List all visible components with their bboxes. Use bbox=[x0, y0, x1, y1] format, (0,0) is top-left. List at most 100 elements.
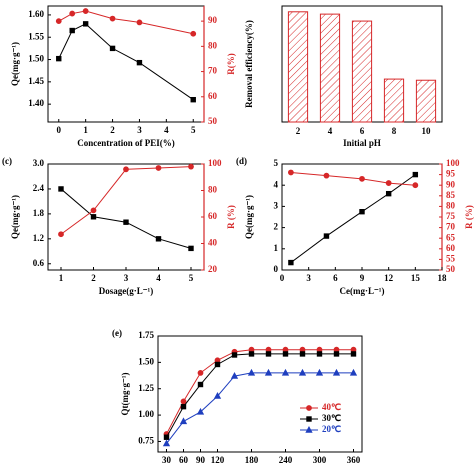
marker bbox=[282, 351, 289, 357]
series-line bbox=[58, 10, 194, 35]
panel-label: (d) bbox=[236, 156, 247, 166]
bar bbox=[319, 13, 341, 123]
marker bbox=[231, 352, 238, 358]
marker bbox=[109, 45, 116, 52]
x-tick-label: 0 bbox=[57, 125, 62, 135]
y-tick-label: 3 bbox=[274, 200, 279, 210]
y-axis-label: Qe(mg·g⁻¹) bbox=[244, 195, 254, 239]
series-line bbox=[58, 23, 194, 101]
marker bbox=[190, 96, 196, 103]
y-tick-label: 1.60 bbox=[28, 9, 44, 19]
marker bbox=[188, 163, 194, 170]
marker bbox=[349, 368, 358, 376]
marker bbox=[196, 407, 205, 415]
y2-tick-label: 70 bbox=[208, 66, 218, 76]
y-axis-label: Removal efficiency(%) bbox=[244, 20, 254, 108]
x-axis-label: Concentration of PEI(%) bbox=[77, 138, 175, 148]
x-tick-label: 240 bbox=[279, 455, 293, 465]
y2-axis-label: R(%) bbox=[226, 53, 236, 75]
marker bbox=[248, 351, 255, 357]
y2-tick-label: 60 bbox=[208, 91, 218, 101]
y2-tick-label: 65 bbox=[446, 232, 456, 242]
marker bbox=[333, 351, 340, 357]
y2-tick-label: 80 bbox=[208, 185, 218, 195]
series-line bbox=[290, 171, 416, 186]
x-tick-label: 3 bbox=[137, 125, 142, 135]
y2-tick-label: 90 bbox=[446, 179, 456, 189]
marker bbox=[179, 417, 188, 425]
marker bbox=[412, 171, 419, 178]
series-line bbox=[60, 188, 192, 249]
marker bbox=[298, 368, 307, 376]
marker bbox=[180, 398, 187, 405]
marker bbox=[155, 165, 162, 171]
marker bbox=[69, 27, 75, 34]
marker bbox=[316, 351, 323, 357]
y2-tick-label: 80 bbox=[208, 40, 218, 50]
marker bbox=[163, 434, 170, 440]
marker bbox=[385, 180, 392, 186]
marker bbox=[315, 368, 324, 376]
y2-tick-label: 80 bbox=[446, 200, 456, 210]
marker bbox=[58, 186, 64, 192]
y2-tick-label: 70 bbox=[446, 222, 456, 232]
y-tick-label: 2.4 bbox=[33, 183, 45, 193]
x-axis-label: Ce(mg·L⁻¹) bbox=[340, 286, 385, 296]
x-tick-label: 9 bbox=[360, 273, 365, 283]
y-tick-label: 0.75 bbox=[138, 436, 154, 446]
x-tick-label: 2 bbox=[110, 125, 115, 135]
x-axis-label: Initial pH bbox=[343, 138, 381, 148]
x-tick-label: 4 bbox=[156, 273, 161, 283]
marker bbox=[90, 207, 97, 214]
marker bbox=[190, 30, 197, 37]
panel-label: (c) bbox=[2, 156, 12, 166]
y-tick-label: 0.6 bbox=[33, 258, 45, 268]
x-tick-label: 1 bbox=[59, 273, 64, 283]
legend-label: 30℃ bbox=[322, 413, 341, 423]
y-tick-label: 1.55 bbox=[28, 31, 44, 41]
x-tick-label: 0 bbox=[280, 273, 285, 283]
y-tick-label: 4 bbox=[274, 179, 279, 189]
y2-axis-label: R (%) bbox=[464, 205, 474, 229]
y2-tick-label: 85 bbox=[446, 190, 456, 200]
x-tick-label: 30 bbox=[162, 455, 172, 465]
marker bbox=[82, 8, 89, 14]
marker bbox=[288, 259, 294, 266]
marker bbox=[90, 214, 97, 220]
marker bbox=[359, 175, 365, 182]
marker bbox=[332, 368, 341, 376]
x-tick-label: 90 bbox=[196, 455, 206, 465]
y2-tick-label: 100 bbox=[208, 158, 222, 168]
marker bbox=[214, 361, 221, 368]
marker bbox=[323, 172, 330, 179]
y-tick-label: 1 bbox=[274, 243, 279, 253]
y2-tick-label: 75 bbox=[446, 211, 456, 221]
bar bbox=[383, 78, 405, 123]
marker bbox=[56, 55, 62, 62]
x-tick-label: 4 bbox=[164, 125, 169, 135]
y2-tick-label: 50 bbox=[208, 116, 218, 126]
x-tick-label: 8 bbox=[392, 126, 397, 136]
x-tick-label: 4 bbox=[328, 126, 333, 136]
y-tick-label: 1.2 bbox=[33, 233, 45, 243]
y2-axis-label: R (%) bbox=[226, 205, 236, 229]
x-tick-label: 18 bbox=[438, 273, 448, 283]
legend-label: 20℃ bbox=[322, 424, 341, 434]
y2-tick-label: 90 bbox=[208, 15, 218, 25]
x-tick-label: 5 bbox=[191, 125, 196, 135]
y2-tick-label: 95 bbox=[446, 169, 456, 179]
marker bbox=[82, 21, 89, 27]
y-tick-label: 2 bbox=[274, 222, 279, 232]
panel-label: (e) bbox=[112, 328, 122, 338]
marker bbox=[264, 368, 273, 376]
marker bbox=[155, 236, 162, 242]
y-tick-label: 5 bbox=[274, 158, 279, 168]
x-tick-label: 2 bbox=[296, 126, 301, 136]
x-tick-label: 60 bbox=[179, 455, 189, 465]
bar bbox=[415, 79, 437, 123]
y-tick-label: 1.50 bbox=[138, 356, 154, 366]
marker bbox=[359, 209, 365, 215]
x-tick-label: 3 bbox=[306, 273, 311, 283]
y2-tick-label: 40 bbox=[208, 238, 218, 248]
